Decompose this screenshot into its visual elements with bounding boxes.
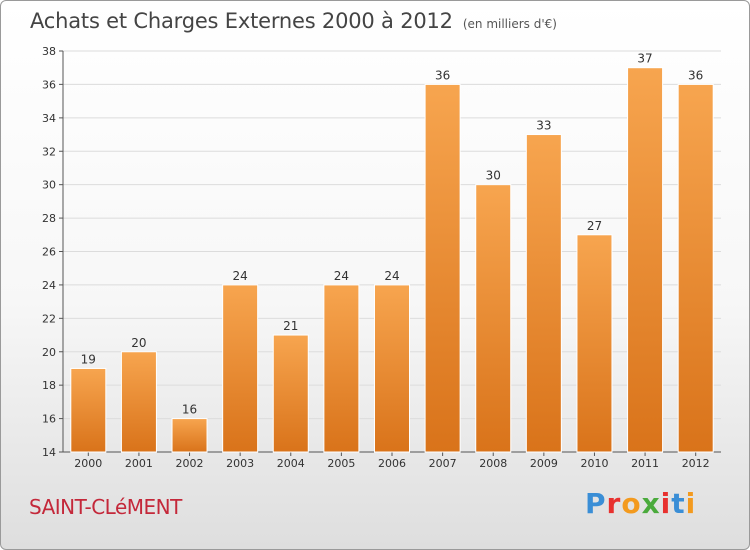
x-tick-label-2002: 2002 xyxy=(176,457,204,470)
bar-2003 xyxy=(222,284,259,453)
y-tick-label: 22 xyxy=(42,312,56,325)
value-label-2010: 27 xyxy=(587,219,602,233)
bars xyxy=(70,67,714,453)
value-label-2007: 36 xyxy=(435,68,450,82)
bar-2007 xyxy=(424,83,461,453)
value-label-2008: 30 xyxy=(486,169,501,183)
y-tick-label: 24 xyxy=(42,279,56,292)
logo-letter: x xyxy=(641,487,661,520)
value-label-2005: 24 xyxy=(334,269,349,283)
value-label-2011: 37 xyxy=(637,52,652,66)
bar-2011 xyxy=(627,67,664,453)
bar-2010 xyxy=(576,234,613,453)
x-tick-label-2006: 2006 xyxy=(378,457,406,470)
logo-letter: i xyxy=(660,487,672,520)
value-labels: 19 20 16 24 21 24 24 36 30 33 27 37 36 xyxy=(81,52,704,417)
value-label-2002: 16 xyxy=(182,403,197,417)
x-tick-label-2004: 2004 xyxy=(277,457,305,470)
x-tick-label-2001: 2001 xyxy=(125,457,153,470)
bar-2008 xyxy=(475,184,512,453)
logo-letter: i xyxy=(685,487,697,520)
x-tick-label-2012: 2012 xyxy=(682,457,710,470)
y-tick-label: 28 xyxy=(42,212,56,225)
bar-2012 xyxy=(677,83,714,453)
chart-title-text: Achats et Charges Externes 2000 à 2012 xyxy=(30,9,453,33)
y-tick-label: 18 xyxy=(42,379,56,392)
x-tick-label-2005: 2005 xyxy=(327,457,355,470)
axes: 14 16 18 20 22 24 26 28 30 32 34 36 38 2000 2001 2002 20… xyxy=(42,45,721,470)
y-tick-label: 16 xyxy=(42,413,56,426)
bar-2000 xyxy=(70,367,107,453)
y-tick-label: 14 xyxy=(42,446,56,459)
logo-letter: P xyxy=(585,487,607,520)
bar-2004 xyxy=(272,334,309,453)
x-tick-label-2000: 2000 xyxy=(74,457,102,470)
y-tick-label: 38 xyxy=(42,45,56,58)
x-tick-label-2009: 2009 xyxy=(530,457,558,470)
bar-2002 xyxy=(171,418,208,453)
y-tick-label: 20 xyxy=(42,346,56,359)
value-label-2009: 33 xyxy=(536,119,551,133)
bar-2006 xyxy=(374,284,410,453)
logo-letter: o xyxy=(621,487,642,520)
value-label-2000: 19 xyxy=(81,352,96,366)
x-tick-label-2003: 2003 xyxy=(226,457,254,470)
bar-2001 xyxy=(120,351,157,453)
x-tick-label-2010: 2010 xyxy=(580,457,608,470)
chart-title: Achats et Charges Externes 2000 à 2012 (e… xyxy=(30,9,557,33)
y-tick-label: 32 xyxy=(42,145,56,158)
value-label-2003: 24 xyxy=(233,269,248,283)
logo-letter: r xyxy=(606,487,622,520)
y-tick-label: 34 xyxy=(42,112,56,125)
value-label-2004: 21 xyxy=(283,319,298,333)
y-tick-label: 26 xyxy=(42,246,56,259)
location-label: SAINT-CLéMENT xyxy=(29,495,182,519)
bar-2005 xyxy=(323,284,360,453)
logo-letter: t xyxy=(671,487,686,520)
bar-2009 xyxy=(525,134,562,453)
value-label-2001: 20 xyxy=(131,336,146,350)
x-tick-label-2007: 2007 xyxy=(429,457,457,470)
chart-subtitle: (en milliers d'€) xyxy=(462,17,557,31)
x-tick-label-2008: 2008 xyxy=(479,457,507,470)
y-tick-label: 36 xyxy=(42,78,56,91)
value-label-2012: 36 xyxy=(688,68,703,82)
value-label-2006: 24 xyxy=(384,269,399,283)
proxiti-logo: Proxiti xyxy=(585,487,696,520)
y-tick-label: 30 xyxy=(42,179,56,192)
x-tick-label-2011: 2011 xyxy=(631,457,659,470)
